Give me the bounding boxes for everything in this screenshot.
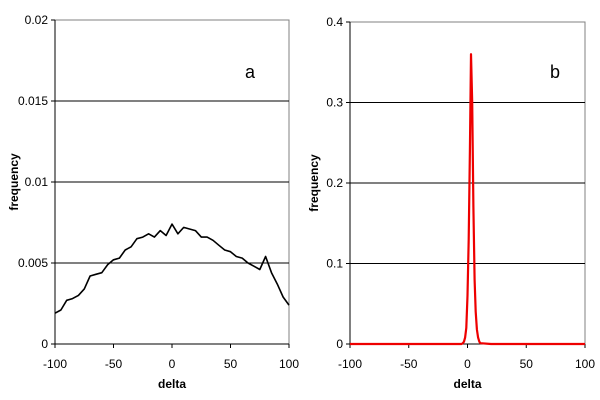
- y-axis-title-a: frequency: [7, 153, 21, 211]
- y-tick-label-a-0: 0: [41, 337, 48, 351]
- x-tick-label-b-0: -100: [338, 357, 362, 371]
- y-tick-label-a-4: 0.02: [25, 13, 49, 27]
- x-tick-label-a-0: -100: [43, 357, 67, 371]
- series-line-b-0: [350, 53, 585, 346]
- y-tick-label-b-0: 0: [336, 337, 343, 351]
- x-tick-label-b-2: 0: [464, 357, 471, 371]
- x-tick-label-a-3: 50: [224, 357, 238, 371]
- y-tick-label-b-3: 0.3: [326, 96, 343, 110]
- panel-label-b: b: [550, 62, 560, 82]
- y-tick-label-a-1: 0.005: [18, 256, 48, 270]
- y-tick-label-a-2: 0.01: [25, 175, 49, 189]
- y-tick-label-a-3: 0.015: [18, 94, 48, 108]
- y-tick-label-b-2: 0.2: [326, 176, 343, 190]
- x-tick-label-a-2: 0: [169, 357, 176, 371]
- x-tick-label-a-1: -50: [105, 357, 123, 371]
- x-tick-label-b-4: 100: [575, 357, 595, 371]
- x-tick-label-b-1: -50: [400, 357, 418, 371]
- x-axis-title-a: delta: [158, 377, 186, 391]
- series-line-a-0: [54, 223, 290, 314]
- panel-label-a: a: [245, 62, 256, 82]
- x-axis-title-b: delta: [453, 377, 481, 391]
- y-tick-label-b-4: 0.4: [326, 15, 343, 29]
- y-tick-label-b-1: 0.1: [326, 257, 343, 271]
- y-axis-title-b: frequency: [307, 154, 321, 212]
- x-tick-label-a-4: 100: [279, 357, 299, 371]
- x-tick-label-b-3: 50: [520, 357, 534, 371]
